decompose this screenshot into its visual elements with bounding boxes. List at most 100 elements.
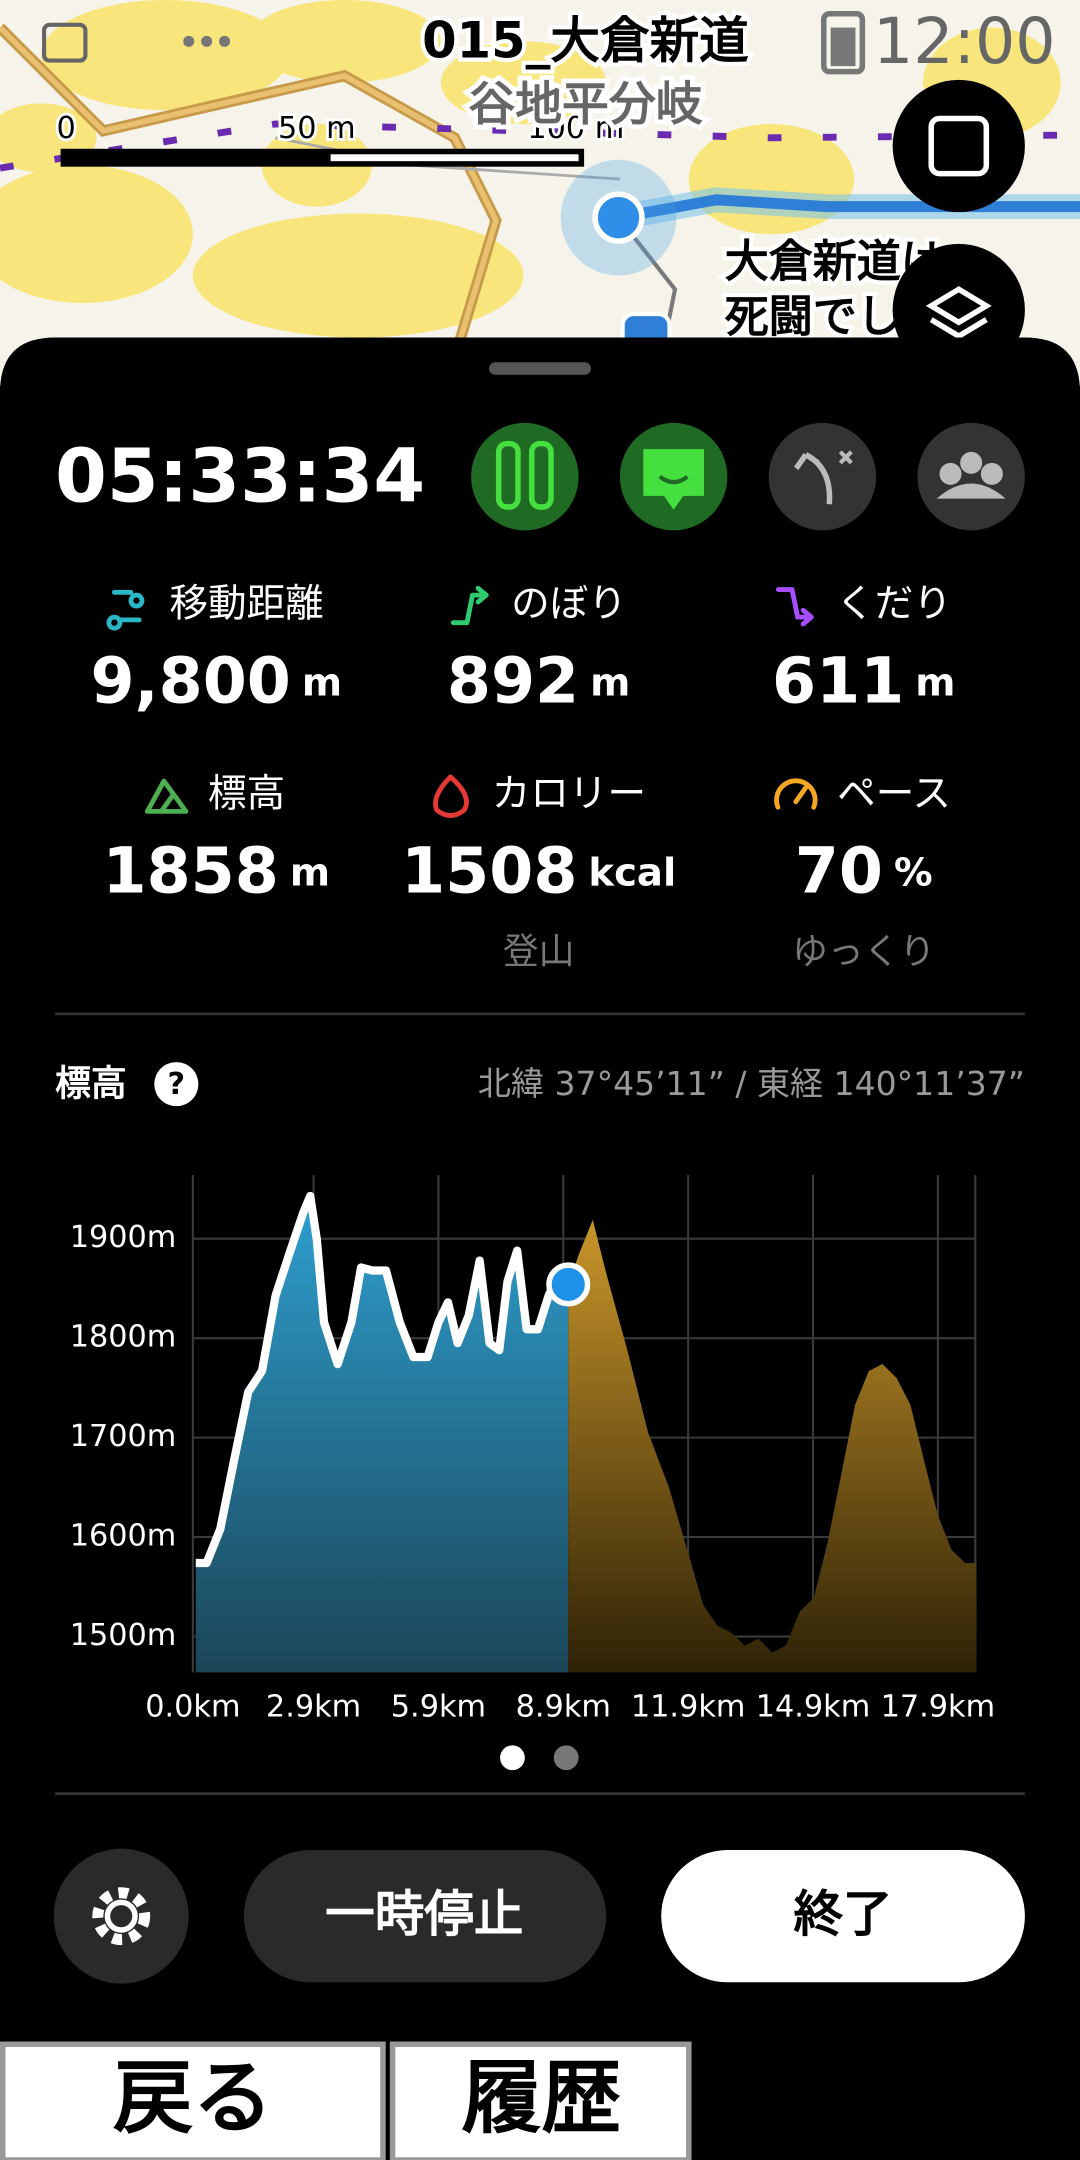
stat-label: カロリー — [492, 772, 646, 817]
status-time: 12:00 — [873, 4, 1056, 78]
panel-handle[interactable] — [489, 362, 591, 375]
stat-value: 70% — [795, 833, 933, 907]
stat-value: 1858 m — [102, 833, 330, 907]
settings-icon — [104, 1899, 138, 1933]
map-area — [41, 0, 290, 111]
tool-icon — [793, 452, 833, 505]
tool-icon — [528, 440, 554, 510]
pause-button[interactable] — [243, 1850, 607, 1983]
stat-label: ペース — [837, 772, 951, 817]
x-tick-label: 8.9km — [516, 1690, 611, 1725]
stat-unit: m — [590, 660, 630, 705]
tool-icon — [939, 462, 962, 485]
status-icon — [42, 22, 88, 63]
pause-label: 一時停止 — [325, 1885, 523, 1943]
map-area — [0, 165, 193, 304]
settings-button[interactable] — [53, 1848, 189, 1984]
status-icon — [219, 35, 231, 47]
help-icon-glyph: ? — [168, 1067, 186, 1102]
map-note: 死闘でし — [725, 292, 901, 343]
x-tick-label: 0.0km — [145, 1690, 240, 1725]
map-button[interactable] — [892, 79, 1025, 213]
finish-button[interactable] — [661, 1850, 1025, 1983]
stat-icon — [433, 774, 469, 818]
y-tick-label: 1600m — [70, 1519, 177, 1554]
stat-sub: ゆっくり — [792, 931, 935, 972]
page-dot[interactable] — [500, 1745, 525, 1771]
map-route — [617, 194, 1080, 224]
scale-label: 50 m — [278, 111, 356, 146]
stat-label: くだり — [836, 582, 952, 627]
tool-icon — [643, 449, 704, 510]
tool-button[interactable] — [768, 422, 877, 531]
nav-button[interactable] — [0, 2041, 386, 2160]
stat-number: 611 — [772, 643, 904, 717]
y-tick-label: 1900m — [70, 1220, 177, 1255]
x-tick-label: 17.9km — [881, 1690, 996, 1725]
tool-button[interactable] — [471, 422, 579, 531]
battery-level — [830, 27, 856, 67]
tool-icon — [960, 451, 983, 474]
chart-title: 標高 — [55, 1064, 127, 1105]
tool-icon — [980, 462, 1003, 485]
stat-label: 標高 — [208, 772, 285, 817]
line — [195, 1191, 572, 1568]
status-icon — [183, 35, 195, 47]
tool-icon — [658, 474, 689, 485]
scale-label: 100 m — [527, 111, 624, 146]
stat-unit: m — [302, 660, 342, 705]
stat-icon — [450, 585, 489, 626]
scale-label: 0 — [56, 111, 75, 146]
page-dot[interactable] — [553, 1745, 579, 1771]
x-tick-label: 11.9km — [631, 1690, 746, 1725]
map-place-label: 谷地平分岐 — [468, 78, 702, 132]
map-title: 015_大倉新道 — [422, 12, 749, 70]
location-dot — [592, 191, 645, 244]
stat-unit: kcal — [588, 850, 676, 895]
nav-label: 戻る — [113, 2051, 273, 2144]
stat-value: 9,800 m — [90, 643, 342, 717]
scale-bar — [60, 148, 585, 167]
elapsed-time: 05:33:34 — [55, 432, 425, 519]
y-tick-label: 1800m — [70, 1320, 177, 1355]
x-tick-label: 5.9km — [391, 1690, 486, 1725]
x-tick-label: 2.9km — [266, 1690, 361, 1725]
status-icon — [201, 35, 213, 47]
map-button-icon — [925, 286, 992, 340]
nav-label: 履歴 — [462, 2051, 622, 2144]
current-position — [546, 1262, 591, 1307]
tool-icon — [495, 440, 521, 510]
stat-icon — [144, 778, 189, 814]
area — [195, 1195, 569, 1673]
nav-button[interactable] — [389, 2041, 692, 2160]
stat-number: 892 — [447, 643, 579, 717]
stat-value: 1508 kcal — [401, 833, 676, 907]
stat-value: 892 m — [447, 643, 630, 717]
battery-icon — [821, 11, 866, 75]
settings-icon — [92, 1887, 151, 1946]
help-icon[interactable] — [154, 1062, 199, 1107]
tool-icon — [936, 483, 1006, 499]
x-tick-label: 14.9km — [756, 1690, 871, 1725]
map-button-icon — [928, 115, 990, 177]
map-area — [440, 41, 607, 124]
map-area — [247, 0, 441, 83]
stat-icon — [775, 587, 814, 627]
tool-button[interactable] — [917, 422, 1025, 531]
scale-bar-segment — [330, 154, 579, 162]
map-area — [192, 213, 524, 338]
stat-icon — [106, 589, 145, 631]
stat-number: 70 — [795, 833, 883, 907]
stat-label: 移動距離 — [169, 582, 323, 627]
stat-number: 9,800 — [90, 643, 290, 717]
stat-unit: m — [915, 660, 955, 705]
map-road — [0, 25, 499, 359]
tool-icon — [838, 450, 853, 465]
stat-number: 1508 — [401, 833, 577, 907]
stat-value: 611 m — [772, 643, 955, 717]
stat-unit: % — [894, 850, 933, 895]
y-tick-label: 1700m — [70, 1419, 177, 1454]
coordinates: 北緯 37°45’11” / 東経 140°11’37” — [478, 1064, 1025, 1103]
